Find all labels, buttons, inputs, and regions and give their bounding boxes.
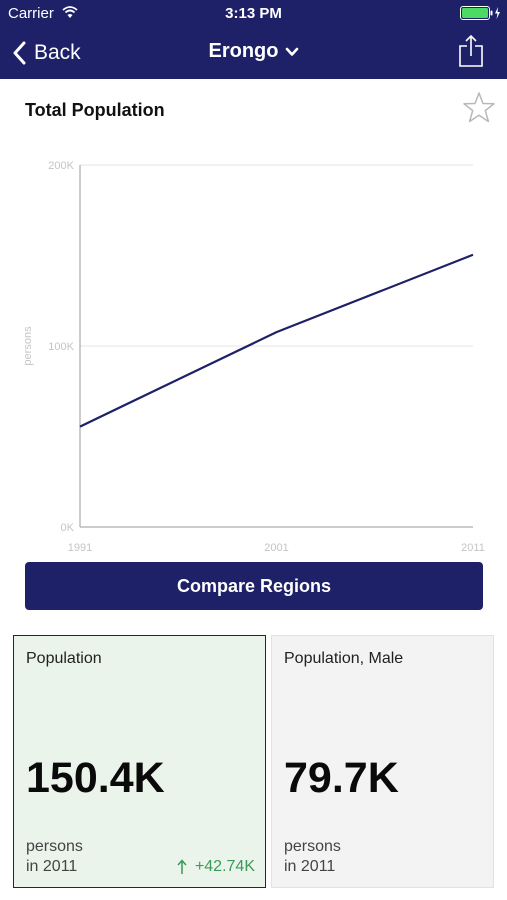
navigation-header: Carrier 3:13 PM Back Erongo (0, 0, 507, 79)
tile-label: Population (26, 650, 102, 667)
y-axis-label: persons (22, 326, 34, 366)
chevron-down-icon (285, 47, 298, 56)
share-icon[interactable] (458, 34, 484, 68)
x-tick-label: 1991 (68, 542, 92, 554)
status-bar: Carrier 3:13 PM (0, 0, 507, 28)
tile-value: 79.7K (284, 754, 399, 802)
y-tick-label: 200K (48, 160, 74, 172)
y-tick-label: 100K (48, 341, 74, 353)
wifi-icon (62, 6, 78, 18)
tile-unit: persons (26, 838, 83, 855)
chart-title: Total Population (25, 100, 165, 120)
region-selector[interactable]: Erongo (209, 40, 299, 63)
tile-label: Population, Male (284, 650, 404, 667)
tile-year: in 2011 (284, 858, 336, 875)
back-label: Back (34, 41, 81, 64)
region-name: Erongo (208, 40, 279, 62)
tile-unit: persons (284, 838, 341, 855)
tile-value: 150.4K (26, 754, 165, 802)
y-tick-label: 0K (61, 522, 75, 534)
compare-regions-button[interactable]: Compare Regions (25, 562, 483, 610)
x-tick-label: 2001 (264, 542, 288, 554)
population-line-chart: 0K 100K 200K 1991 2001 2011 persons (22, 160, 485, 554)
status-time: 3:13 PM (225, 5, 282, 22)
region-title: Erongo (0, 40, 507, 63)
battery-icon (460, 6, 500, 20)
arrow-up-icon (177, 859, 187, 874)
change-indicator: +42.74K (177, 858, 255, 876)
star-icon[interactable] (462, 91, 496, 125)
tile-year: in 2011 (26, 858, 78, 875)
back-button[interactable]: Back (12, 38, 81, 68)
change-value: +42.74K (194, 858, 255, 875)
series-line (79, 253, 474, 428)
carrier-label: Carrier (8, 5, 54, 22)
population-tile[interactable]: Population 150.4K persons in 2011 +42.74… (13, 635, 266, 888)
x-tick-label: 2011 (461, 542, 485, 554)
population-male-tile[interactable]: Population, Male 79.7K persons in 2011 (271, 635, 494, 888)
chevron-left-icon (13, 41, 26, 65)
